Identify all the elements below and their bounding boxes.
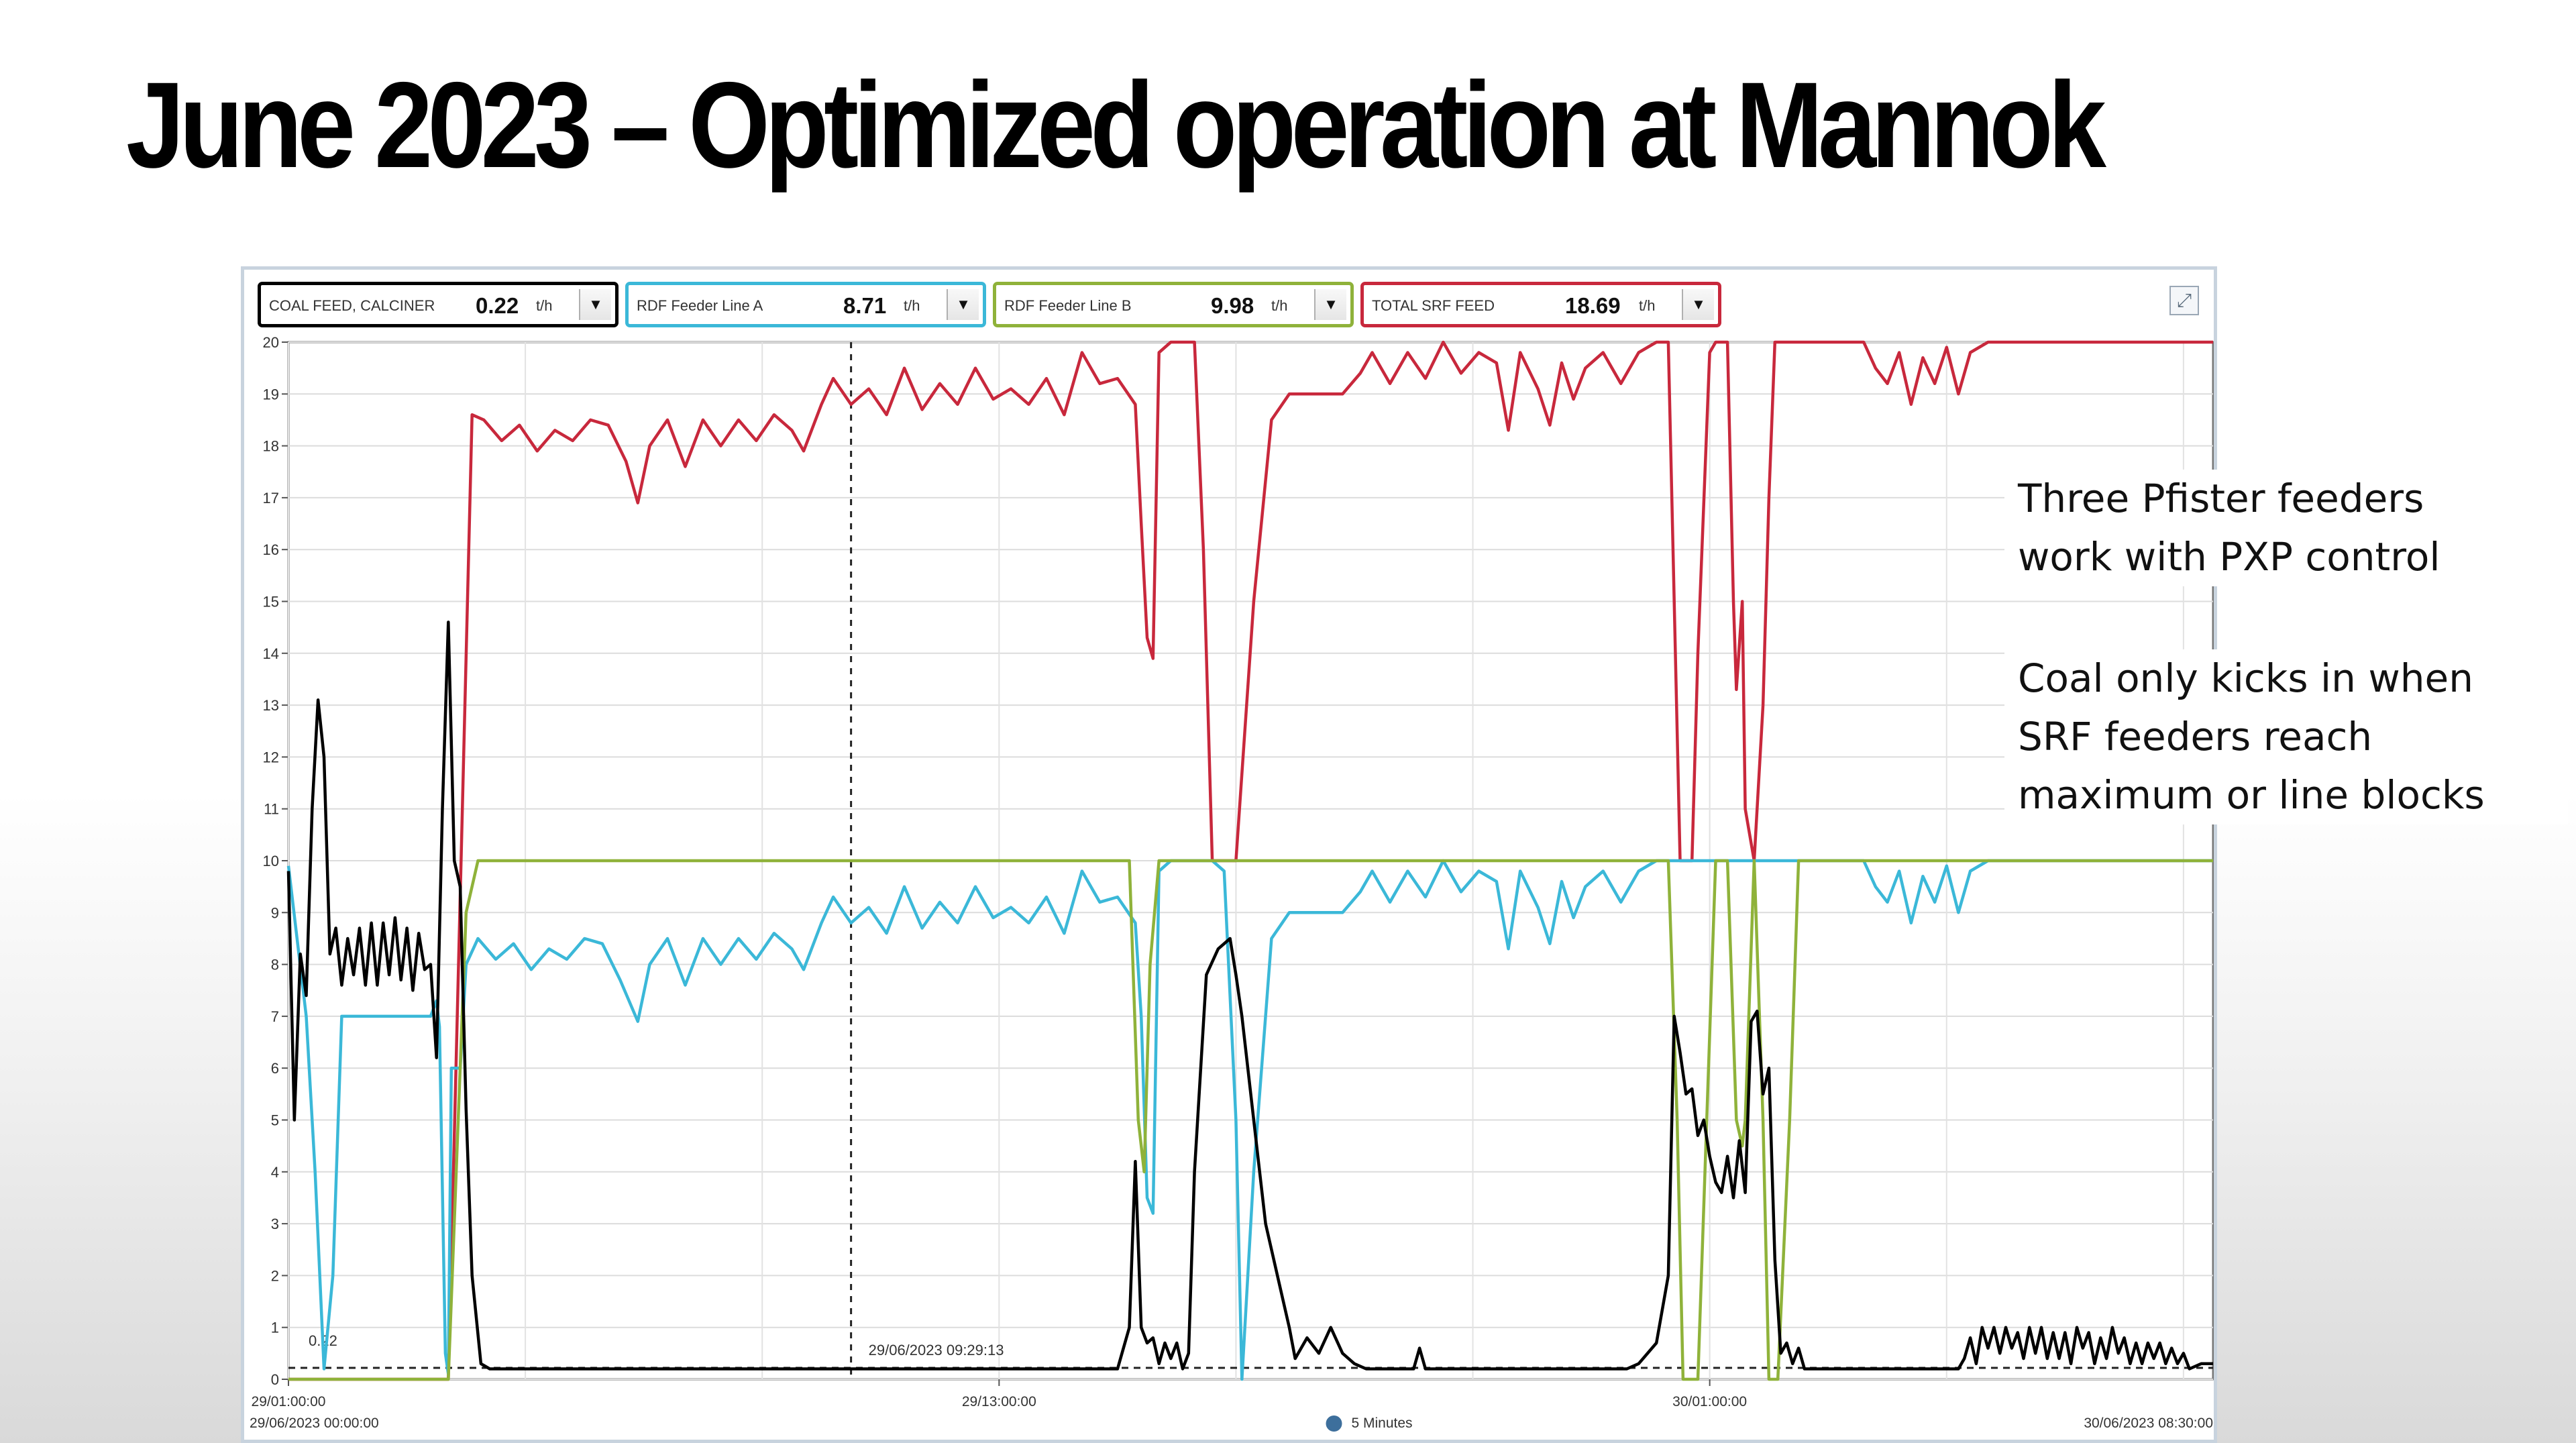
y-tick-label: 19 <box>263 386 279 403</box>
chevron-down-icon[interactable]: ▼ <box>1314 289 1346 320</box>
y-tick-label: 18 <box>263 438 279 455</box>
annotation-coal: Coal only kicks in when SRF feeders reac… <box>2004 649 2568 824</box>
expand-icon[interactable]: ⤢ <box>2169 286 2199 315</box>
legend-name: COAL FEED, CALCINER <box>269 297 435 314</box>
clock-icon <box>1326 1415 1342 1432</box>
y-tick-label: 0 <box>271 1371 279 1388</box>
slide-title: June 2023 – Optimized operation at Manno… <box>126 56 2106 193</box>
legend-value: 9.98 <box>1211 293 1254 318</box>
y-tick-label: 11 <box>264 801 279 818</box>
x-tick-label: 30/01:00:00 <box>1672 1394 1747 1409</box>
legend-rdf-line-a[interactable]: RDF Feeder Line A 8.71 t/h ▼ <box>625 282 986 327</box>
legend-unit: t/h <box>1271 297 1288 314</box>
legend-unit: t/h <box>904 297 920 314</box>
chevron-down-icon[interactable]: ▼ <box>579 289 611 320</box>
series-line <box>288 340 2213 1381</box>
y-tick-label: 4 <box>271 1164 279 1181</box>
legend-name: TOTAL SRF FEED <box>1372 297 1495 314</box>
legend-total-srf[interactable]: TOTAL SRF FEED 18.69 t/h ▼ <box>1360 282 1721 327</box>
y-tick-label: 8 <box>271 957 279 973</box>
legend-unit: t/h <box>1639 297 1656 314</box>
y-tick-label: 17 <box>263 490 279 506</box>
y-tick-label: 2 <box>271 1267 279 1284</box>
y-tick-label: 7 <box>271 1008 279 1025</box>
annotation-feeders: Three Pfister feeders work with PXP cont… <box>2004 470 2568 586</box>
legend-name: RDF Feeder Line A <box>637 297 763 314</box>
y-tick-label: 5 <box>271 1112 279 1129</box>
y-tick-label: 1 <box>271 1320 279 1336</box>
x-tick-label: 29/01:00:00 <box>252 1394 326 1409</box>
y-tick-label: 16 <box>263 541 279 558</box>
legend-unit: t/h <box>536 297 553 314</box>
trend-chart-window: COAL FEED, CALCINER 0.22 t/h ▼ RDF Feede… <box>241 266 2217 1443</box>
y-tick-label: 15 <box>263 594 279 610</box>
chevron-down-icon[interactable]: ▼ <box>1682 289 1714 320</box>
y-tick-label: 14 <box>263 645 279 662</box>
y-tick-label: 20 <box>263 334 279 351</box>
x-tick-label: 29/13:00:00 <box>962 1394 1036 1409</box>
legend-value: 0.22 <box>476 293 519 318</box>
legend-bar: COAL FEED, CALCINER 0.22 t/h ▼ RDF Feede… <box>258 282 1721 327</box>
y-tick-label: 3 <box>271 1216 279 1232</box>
y-tick-label: 13 <box>263 697 279 714</box>
series-line <box>286 859 2213 1381</box>
legend-value: 8.71 <box>843 293 887 318</box>
series-line <box>286 621 2213 1371</box>
legend-coal-feed[interactable]: COAL FEED, CALCINER 0.22 t/h ▼ <box>258 282 619 327</box>
chevron-down-icon[interactable]: ▼ <box>947 289 979 320</box>
y-tick-label: 6 <box>271 1060 279 1077</box>
y-tick-label: 10 <box>263 853 279 869</box>
trend-chart: 0123456789101112131415161718192029/01:00… <box>250 334 2214 1432</box>
cursor-time-label: 29/06/2023 09:29:13 <box>869 1342 1004 1358</box>
y-tick-label: 9 <box>271 904 279 921</box>
range-start-label: 29/06/2023 00:00:00 <box>250 1415 379 1431</box>
legend-rdf-line-b[interactable]: RDF Feeder Line B 9.98 t/h ▼ <box>993 282 1354 327</box>
range-end-label: 30/06/2023 08:30:00 <box>2084 1415 2213 1431</box>
y-tick-label: 12 <box>263 749 279 765</box>
legend-value: 18.69 <box>1565 293 1621 318</box>
legend-name: RDF Feeder Line B <box>1004 297 1132 314</box>
interval-label: 5 Minutes <box>1352 1415 1413 1431</box>
series-line <box>288 859 2213 1381</box>
